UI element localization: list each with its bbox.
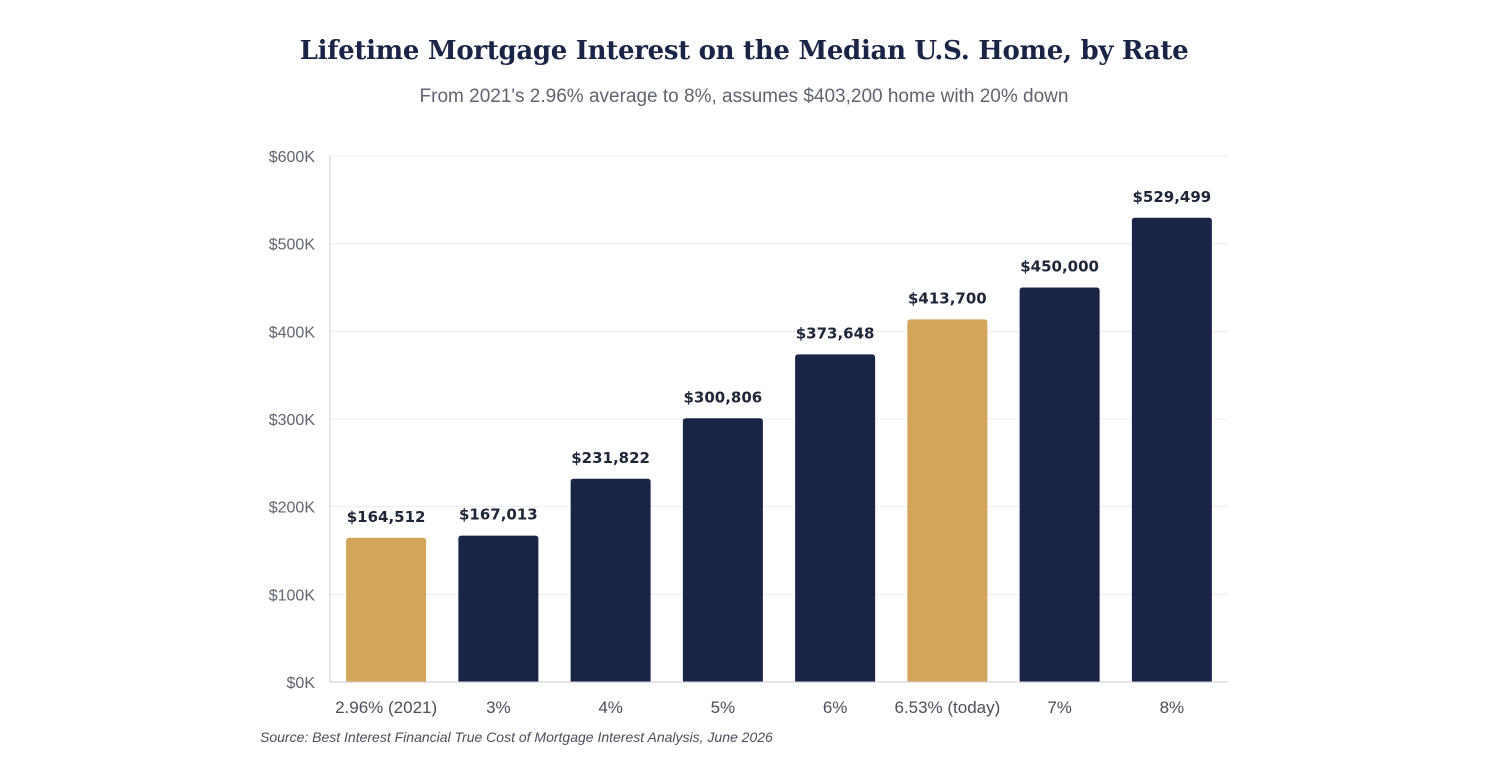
bar-value-label: $300,806: [683, 388, 762, 406]
bar: [795, 354, 876, 682]
bar-value-label: $450,000: [1020, 258, 1099, 276]
bar: [570, 478, 651, 682]
x-tick-label: 8%: [1160, 698, 1185, 717]
x-tick-label: 6.53% (today): [894, 698, 1000, 717]
bar: [682, 418, 763, 682]
bar-highlighted: [907, 319, 988, 682]
y-tick-label: $600K: [269, 149, 316, 166]
x-tick-label: 5%: [711, 698, 736, 717]
x-tick-label: 2.96% (2021): [335, 698, 437, 717]
y-tick-label: $500K: [269, 237, 316, 254]
bar-value-label: $529,499: [1132, 188, 1211, 206]
source-note: Source: Best Interest Financial True Cos…: [260, 729, 773, 745]
y-tick-label: $200K: [269, 500, 316, 517]
axes: $0K $100K $200K $300K $400K $500K $600K 2.96% (…: [269, 149, 1228, 717]
bar: [1131, 217, 1212, 682]
data-labels: $164,512 $167,013 $231,822 $300,806 $373,648…: [347, 188, 1212, 526]
bar: [458, 535, 539, 682]
chart-subtitle: From 2021's 2.96% average to 8%, assumes…: [419, 86, 1069, 107]
x-tick-label: 7%: [1047, 698, 1072, 717]
x-tick-label: 3%: [486, 698, 511, 717]
x-tick-label: 4%: [598, 698, 623, 717]
bar: [1019, 287, 1100, 682]
y-tick-label: $100K: [269, 587, 316, 604]
x-tick-label: 6%: [823, 698, 848, 717]
bar-value-label: $373,648: [796, 324, 875, 342]
bars: [346, 217, 1212, 682]
bar-value-label: $413,700: [908, 289, 987, 307]
y-tick-label: $400K: [269, 324, 316, 341]
chart-title: Lifetime Mortgage Interest on the Median…: [299, 36, 1189, 66]
y-tick-label: $300K: [269, 412, 316, 429]
bar-value-label: $231,822: [571, 449, 650, 467]
y-tick-label: $0K: [287, 675, 316, 692]
bar-value-label: $164,512: [347, 508, 426, 526]
bar-value-label: $167,013: [459, 506, 538, 524]
bar-highlighted: [346, 537, 427, 682]
